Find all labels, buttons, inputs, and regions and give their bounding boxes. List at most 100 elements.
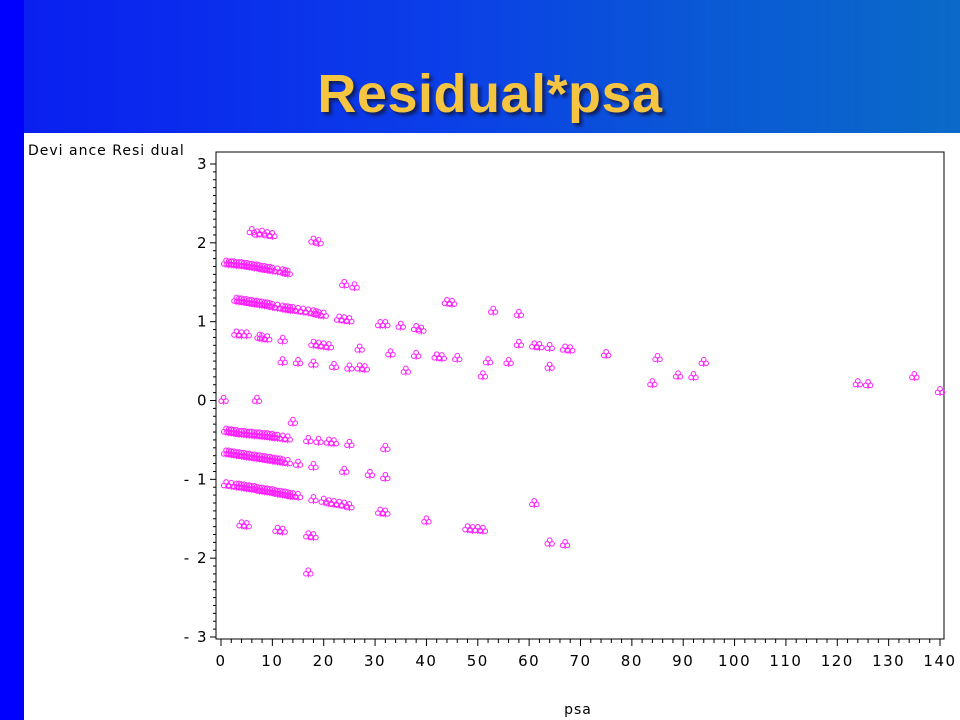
data-point: [909, 371, 920, 382]
data-point: [380, 442, 391, 453]
y-tick-label: - 2: [184, 549, 208, 567]
data-point: [262, 333, 273, 344]
data-point: [380, 319, 391, 330]
data-point: [344, 438, 355, 449]
data-point: [410, 349, 422, 360]
data-point: [323, 341, 335, 352]
data-point: [267, 229, 278, 240]
data-point: [277, 356, 288, 367]
data-point: [934, 386, 946, 397]
data-point: [513, 308, 525, 319]
data-point: [251, 394, 263, 405]
data-point: [482, 356, 494, 367]
data-point: [380, 471, 391, 482]
data-point: [647, 378, 658, 389]
data-point: [282, 433, 293, 444]
data-point: [318, 309, 329, 320]
x-tick-label: 70: [569, 652, 591, 670]
data-point: [380, 507, 391, 518]
slide-left-bar: [0, 0, 24, 720]
data-point: [852, 378, 864, 389]
data-point: [241, 329, 252, 340]
x-tick-label: 100: [718, 652, 751, 670]
data-point: [672, 370, 684, 381]
chart-panel: Devi ance Resi dual - 3 - 2 - 1 0 1 2 3 0 10 20 3…: [24, 133, 960, 720]
data-point: [416, 324, 427, 335]
data-point: [292, 490, 304, 501]
y-tick-label: 1: [197, 313, 208, 331]
x-tick-label: 30: [364, 652, 386, 670]
data-point: [565, 344, 576, 355]
y-tick-label: 2: [197, 234, 208, 252]
x-tick-label: 0: [215, 652, 226, 670]
data-point: [339, 278, 350, 289]
x-tick-label: 130: [872, 652, 905, 670]
y-axis-label: Devi ance Resi dual: [28, 143, 185, 159]
data-point: [354, 343, 365, 354]
data-point: [436, 352, 448, 363]
data-point: [339, 499, 350, 510]
data-point: [241, 520, 252, 531]
data-point: [313, 237, 324, 248]
data-points: [218, 226, 946, 578]
data-point: [282, 456, 293, 467]
x-tick-label: 90: [672, 652, 694, 670]
data-point: [349, 281, 360, 292]
data-point: [600, 348, 612, 359]
x-tick-label: 80: [621, 652, 643, 670]
data-point: [339, 465, 350, 476]
data-point: [308, 494, 319, 505]
x-axis-label: psa: [564, 702, 592, 718]
x-tick-label: 50: [467, 652, 489, 670]
data-point: [246, 226, 258, 237]
data-point: [544, 361, 555, 372]
data-point: [277, 334, 288, 345]
data-point: [421, 515, 432, 526]
data-point: [477, 370, 489, 381]
data-point: [308, 460, 319, 471]
y-tick-label: 3: [197, 155, 208, 173]
data-point: [544, 341, 555, 352]
data-point: [559, 538, 571, 549]
data-point: [292, 356, 304, 367]
plot-frame: [215, 151, 945, 640]
data-point: [308, 358, 319, 369]
data-point: [328, 360, 340, 371]
data-point: [395, 320, 406, 331]
data-point: [446, 297, 458, 308]
data-point: [364, 468, 376, 479]
data-point: [344, 362, 355, 373]
y-tick-label: 0: [197, 392, 208, 410]
x-tick-label: 120: [821, 652, 854, 670]
data-point: [400, 365, 412, 376]
slide-title: Residual*psa: [317, 64, 663, 124]
data-point: [303, 434, 314, 445]
data-point: [313, 435, 324, 446]
x-tick-label: 20: [313, 652, 335, 670]
data-point: [544, 537, 555, 548]
data-point: [513, 338, 525, 349]
data-point: [292, 458, 304, 469]
data-point: [487, 305, 499, 316]
data-point: [277, 525, 288, 536]
data-point: [303, 567, 314, 578]
x-tick-label: 10: [261, 652, 283, 670]
data-point: [344, 315, 355, 326]
data-point: [862, 378, 874, 389]
data-point: [652, 352, 663, 363]
y-tick-label: - 1: [184, 470, 208, 488]
data-point: [452, 352, 463, 363]
data-point: [282, 267, 293, 278]
data-point: [698, 356, 709, 367]
y-axis: - 3 - 2 - 1 0 1 2 3: [184, 155, 216, 646]
y-tick-label: - 3: [184, 628, 208, 646]
data-point: [359, 363, 371, 374]
data-point: [287, 416, 299, 427]
data-point: [328, 437, 340, 448]
x-tick-label: 40: [415, 652, 437, 670]
data-point: [385, 348, 396, 359]
data-point: [529, 497, 540, 508]
x-tick-label: 140: [923, 652, 956, 670]
x-tick-label: 60: [518, 652, 540, 670]
data-point: [218, 394, 229, 405]
